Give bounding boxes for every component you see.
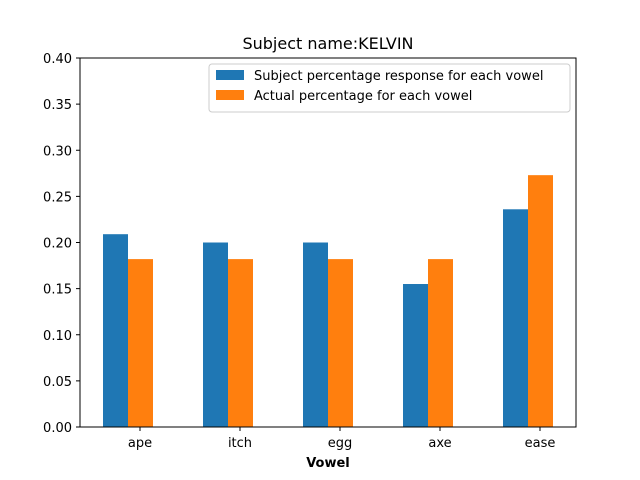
- bar-egg-series-1: [303, 242, 328, 427]
- y-tick-label: 0.35: [43, 98, 72, 113]
- x-tick-label: ease: [525, 436, 556, 451]
- bar-ease-series-1: [503, 209, 528, 427]
- y-axis: 0.00 0.05 0.10 0.15 0.20 0.25 0.30 0.35 0.40: [43, 52, 80, 436]
- legend-label-1: Subject percentage response for each vow…: [254, 69, 543, 84]
- x-axis: ape itch egg axe ease: [128, 427, 555, 451]
- x-axis-label: Vowel: [306, 456, 350, 471]
- y-tick-label: 0.15: [43, 283, 72, 298]
- legend: Subject percentage response for each vow…: [208, 63, 571, 113]
- bar-itch-series-2: [228, 259, 253, 427]
- bar-itch-series-1: [203, 242, 228, 427]
- bar-ape-series-2: [128, 259, 153, 427]
- bar-ape-series-1: [103, 234, 128, 427]
- bars: [103, 175, 553, 427]
- y-tick-label: 0.05: [43, 375, 72, 390]
- bar-egg-series-2: [328, 259, 353, 427]
- bar-axe-series-2: [428, 259, 453, 427]
- legend-swatch-2: [216, 90, 244, 100]
- y-tick-label: 0.30: [43, 144, 72, 159]
- y-tick-label: 0.10: [43, 329, 72, 344]
- y-tick-label: 0.00: [43, 421, 72, 436]
- legend-label-2: Actual percentage for each vowel: [254, 89, 472, 104]
- bar-axe-series-1: [403, 284, 428, 427]
- x-tick-label: itch: [228, 436, 252, 451]
- x-tick-label: ape: [128, 436, 152, 451]
- bar-ease-series-2: [528, 175, 553, 427]
- x-tick-label: axe: [428, 436, 451, 451]
- x-tick-label: egg: [328, 436, 353, 451]
- y-tick-label: 0.25: [43, 190, 72, 205]
- legend-swatch-1: [216, 70, 244, 80]
- legend-box: [208, 63, 571, 113]
- y-tick-label: 0.40: [43, 52, 72, 67]
- y-tick-label: 0.20: [43, 237, 72, 252]
- chart-title: Subject name:KELVIN: [242, 34, 413, 53]
